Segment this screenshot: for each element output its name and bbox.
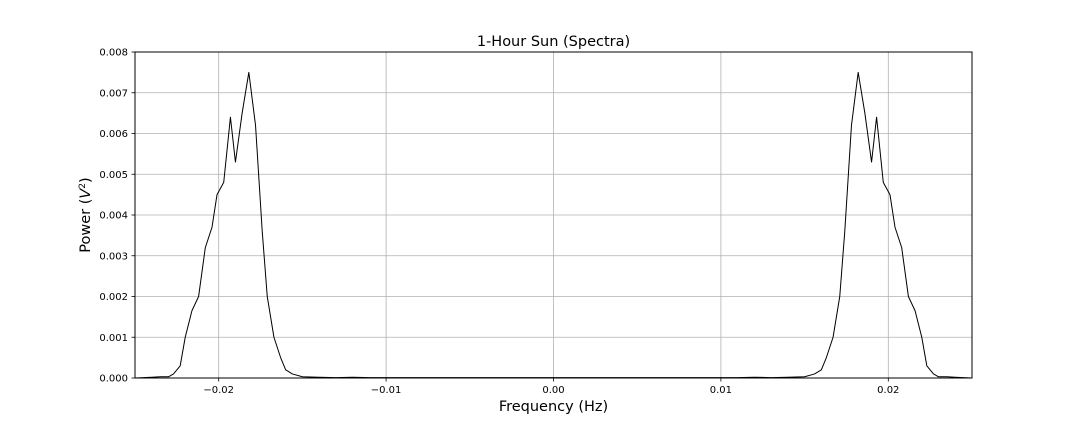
chart-title: 1-Hour Sun (Spectra) [477,34,630,50]
y-tick-label: 0.006 [99,129,128,140]
y-tick-label: 0.004 [99,211,128,222]
y-tick-label: 0.007 [99,88,128,99]
y-tick-label: 0.002 [99,292,128,303]
x-axis-label: Frequency (Hz) [499,399,608,415]
y-axis-label-italic: V [78,188,94,199]
x-tick-label: −0.02 [203,385,234,396]
y-axis-label: Power (V2) [78,177,94,252]
x-tick-label: −0.01 [371,385,402,396]
x-axis: −0.02 −0.01 0.00 0.01 0.02 [203,378,899,396]
x-tick-label: 0.02 [877,385,899,396]
y-axis-label-close: ) [78,177,94,183]
y-tick-label: 0.008 [99,48,128,59]
x-tick-label: 0.00 [542,385,564,396]
y-axis-label-base: Power ( [78,199,94,253]
y-tick-label: 0.003 [99,251,128,262]
y-tick-label: 0.005 [99,170,128,181]
x-tick-label: 0.01 [710,385,732,396]
y-axis: 0.000 0.001 0.002 0.003 0.004 0.005 0.006 0.007… [99,48,135,385]
y-axis-label-sup: 2 [78,183,88,189]
y-tick-label: 0.000 [99,374,128,385]
y-tick-label: 0.001 [99,333,128,344]
